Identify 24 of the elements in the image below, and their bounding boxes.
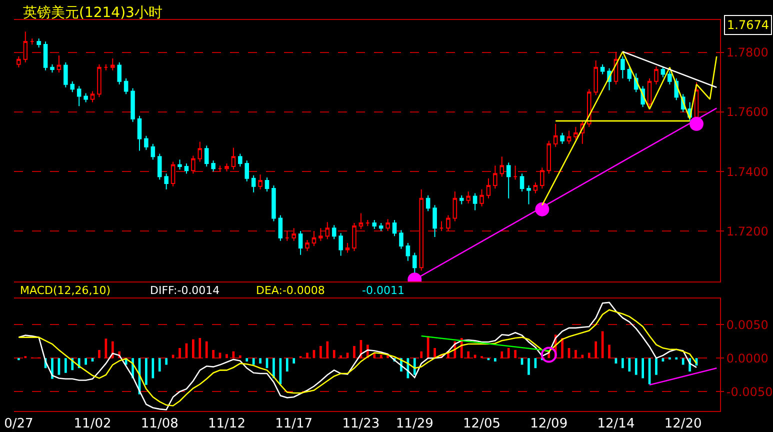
y-tick-label: -0.0050 bbox=[726, 384, 773, 399]
y-tick-label: 1.7800 bbox=[726, 46, 768, 60]
x-tick-label: 11/02 bbox=[74, 416, 112, 432]
text: DIFF:-0.0014 bbox=[150, 284, 220, 297]
chart-title: 英镑美元(1214)3小时 bbox=[23, 5, 162, 21]
y-tick-label: 1.7600 bbox=[726, 105, 768, 120]
x-tick-label: 12/05 bbox=[463, 416, 500, 432]
y-tick-label: 0.0000 bbox=[726, 351, 768, 366]
y-tick-label: 0.0050 bbox=[726, 318, 768, 332]
y-tick-label: 1.7200 bbox=[726, 224, 768, 238]
x-tick-label: 11/12 bbox=[208, 416, 246, 432]
text: DEA:-0.0008 bbox=[256, 284, 325, 297]
x-tick-label: 12/14 bbox=[597, 416, 635, 432]
x-tick-label: 11/23 bbox=[342, 416, 380, 432]
y-tick-label: 1.7400 bbox=[726, 164, 768, 179]
text: 1.7674 bbox=[727, 18, 769, 32]
x-tick-label: 12/20 bbox=[664, 416, 702, 432]
x-tick-label: 11/08 bbox=[140, 416, 178, 432]
x-tick-label: 12/09 bbox=[530, 416, 568, 432]
x-tick-label: 0/27 bbox=[4, 416, 34, 432]
x-tick-label: 11/29 bbox=[396, 416, 434, 432]
text: -0.0011 bbox=[362, 284, 404, 297]
text: MACD(12,26,10) bbox=[20, 284, 111, 297]
x-tick-label: 11/17 bbox=[275, 416, 313, 432]
